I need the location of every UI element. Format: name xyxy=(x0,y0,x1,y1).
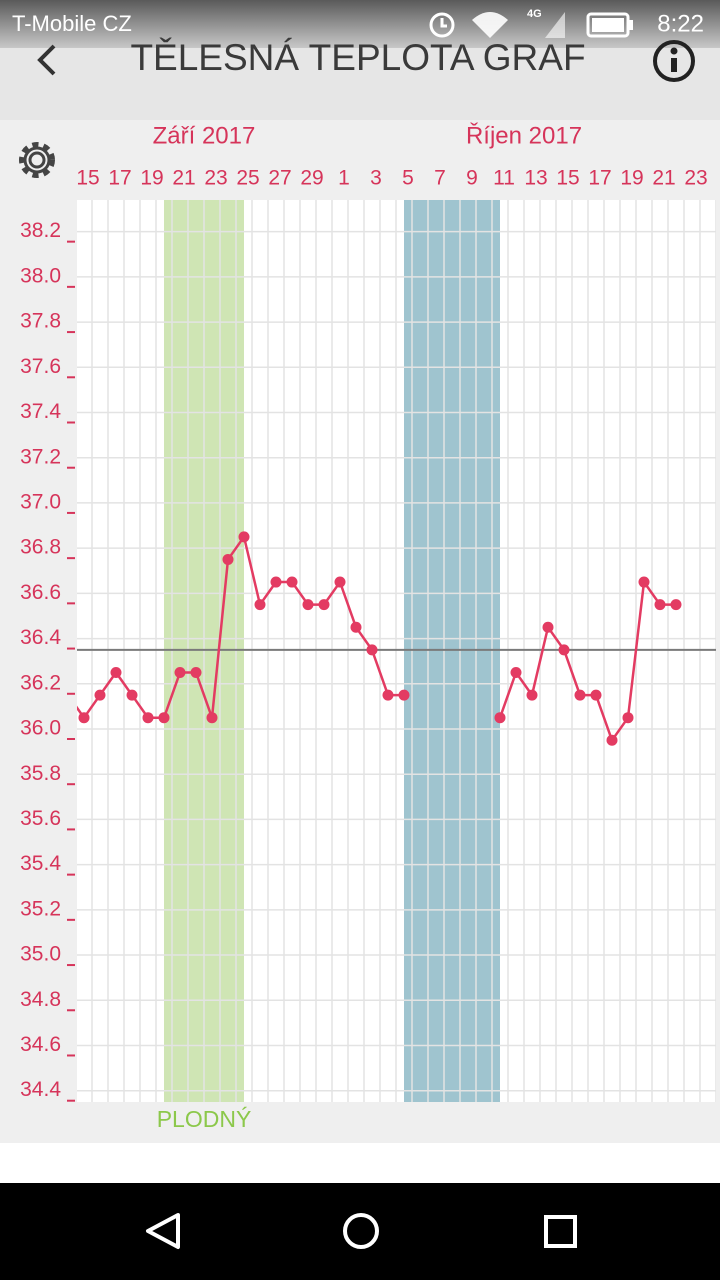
x-tick-label: 23 xyxy=(204,167,227,190)
x-tick-label: 7 xyxy=(434,167,446,190)
spacer xyxy=(0,1143,720,1183)
temperature-point xyxy=(350,621,362,633)
x-tick-label: 23 xyxy=(684,167,707,190)
temperature-point xyxy=(366,644,378,656)
temperature-point xyxy=(574,689,586,701)
y-tick-label: 34.8 xyxy=(20,988,61,1011)
y-tick-label: 34.4 xyxy=(20,1078,61,1101)
temperature-point xyxy=(670,599,682,611)
y-tick-label: 35.4 xyxy=(20,852,61,875)
signal-icon xyxy=(545,12,565,38)
temperature-point xyxy=(558,644,570,656)
x-tick-label: 17 xyxy=(588,167,611,190)
x-tick-label: 15 xyxy=(556,167,579,190)
y-tick-label: 36.2 xyxy=(20,671,61,694)
y-tick-label: 36.6 xyxy=(20,581,61,604)
network-type: 4G xyxy=(527,8,542,20)
y-tick-label: 37.0 xyxy=(20,490,61,513)
back-button[interactable] xyxy=(37,44,56,76)
temperature-point xyxy=(126,689,138,701)
temperature-point xyxy=(302,599,314,611)
x-tick-label: 5 xyxy=(402,167,414,190)
y-tick-label: 35.8 xyxy=(20,762,61,785)
temperature-point xyxy=(206,712,218,724)
x-tick-label: 11 xyxy=(493,167,515,190)
x-tick-label: 13 xyxy=(524,167,547,190)
y-tick-label: 37.6 xyxy=(20,355,61,378)
x-tick-label: 19 xyxy=(620,167,643,190)
temperature-point xyxy=(142,712,154,724)
nav-back[interactable] xyxy=(146,1213,180,1249)
band-label: PLODNÝ xyxy=(157,1106,252,1132)
y-tick-label: 35.6 xyxy=(20,807,61,830)
x-tick-label: 9 xyxy=(466,167,478,190)
temperature-point xyxy=(334,576,346,588)
y-tick-label: 36.8 xyxy=(20,536,61,559)
y-tick-label: 37.2 xyxy=(20,445,61,468)
x-tick-label: 15 xyxy=(76,167,99,190)
settings-button[interactable] xyxy=(19,142,55,178)
temperature-point xyxy=(526,689,538,701)
nav-home[interactable] xyxy=(343,1213,379,1249)
nav-recents[interactable] xyxy=(544,1215,577,1248)
y-tick-label: 36.4 xyxy=(20,626,61,649)
y-tick-label: 38.2 xyxy=(20,219,61,242)
x-tick-label: 17 xyxy=(108,167,131,190)
temperature-point xyxy=(398,689,410,701)
x-tick-label: 21 xyxy=(172,167,195,190)
x-tick-label: 27 xyxy=(268,167,291,190)
temperature-point xyxy=(254,599,266,611)
band xyxy=(404,200,500,1102)
x-tick-label: 3 xyxy=(370,167,382,190)
x-tick-label: 21 xyxy=(652,167,675,190)
month-label: Říjen 2017 xyxy=(466,122,582,149)
x-tick-label: 19 xyxy=(140,167,163,190)
temperature-point xyxy=(110,666,122,678)
temperature-point xyxy=(606,734,618,746)
temperature-point xyxy=(238,531,250,543)
alarm-icon xyxy=(429,12,455,38)
y-tick-label: 36.0 xyxy=(20,717,61,740)
plot xyxy=(77,200,716,1102)
temperature-point xyxy=(270,576,282,588)
temperature-point xyxy=(174,666,186,678)
y-tick-label: 35.2 xyxy=(20,897,61,920)
x-tick-label: 29 xyxy=(300,167,323,190)
temperature-point xyxy=(94,689,106,701)
x-tick-label: 1 xyxy=(338,167,350,190)
x-tick-label: 25 xyxy=(236,167,259,190)
month-label: Září 2017 xyxy=(153,122,256,149)
info-button[interactable] xyxy=(653,40,695,82)
y-tick-label: 37.4 xyxy=(20,400,61,423)
y-tick-label: 38.0 xyxy=(20,264,61,287)
temperature-point xyxy=(286,576,298,588)
temperature-point xyxy=(494,712,506,724)
temperature-point xyxy=(622,712,634,724)
y-tick-label: 37.8 xyxy=(20,310,61,333)
temperature-point xyxy=(222,553,234,565)
temperature-point xyxy=(158,712,170,724)
temperature-point xyxy=(510,666,522,678)
temperature-point xyxy=(78,712,90,724)
temperature-point xyxy=(590,689,602,701)
screen-title: TĚLESNÁ TEPLOTA GRAF xyxy=(130,37,585,78)
temperature-point xyxy=(190,666,202,678)
nav-bar xyxy=(0,1183,720,1280)
wifi-icon xyxy=(472,12,508,38)
temperature-point xyxy=(542,621,554,633)
temperature-point xyxy=(318,599,330,611)
y-tick-label: 35.0 xyxy=(20,943,61,966)
battery-icon xyxy=(586,12,633,38)
carrier: T-Mobile CZ xyxy=(12,11,132,36)
y-tick-label: 34.6 xyxy=(20,1033,61,1056)
temperature-point xyxy=(638,576,650,588)
temperature-point xyxy=(654,599,666,611)
temperature-point xyxy=(382,689,394,701)
clock: 8:22 xyxy=(657,10,704,37)
